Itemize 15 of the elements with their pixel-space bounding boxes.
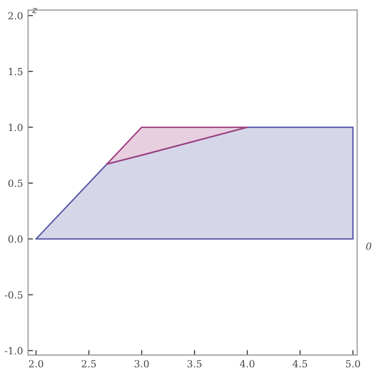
x-axis-title: 0 (366, 242, 372, 250)
y-tick-label: -1.0 (4, 347, 23, 354)
x-tick-label: 3.0 (134, 360, 149, 368)
x-tick-label: 2.5 (82, 360, 96, 368)
y-tick-label: 1.5 (8, 68, 22, 76)
x-tick-label: 5.0 (346, 360, 360, 368)
y-tick-label: -0.5 (4, 291, 22, 299)
y-tick-label: 0.0 (8, 235, 23, 243)
y-tick-label: 0.5 (8, 180, 22, 187)
x-tick-label: 2.0 (29, 360, 44, 368)
x-tick-label: 3.5 (188, 360, 202, 368)
x-tick-label: 4.5 (292, 360, 308, 368)
y-tick-label: 1.0 (8, 124, 23, 132)
x-tick-label: 4.0 (240, 360, 254, 368)
y-tick-label: 2.0 (8, 12, 23, 20)
